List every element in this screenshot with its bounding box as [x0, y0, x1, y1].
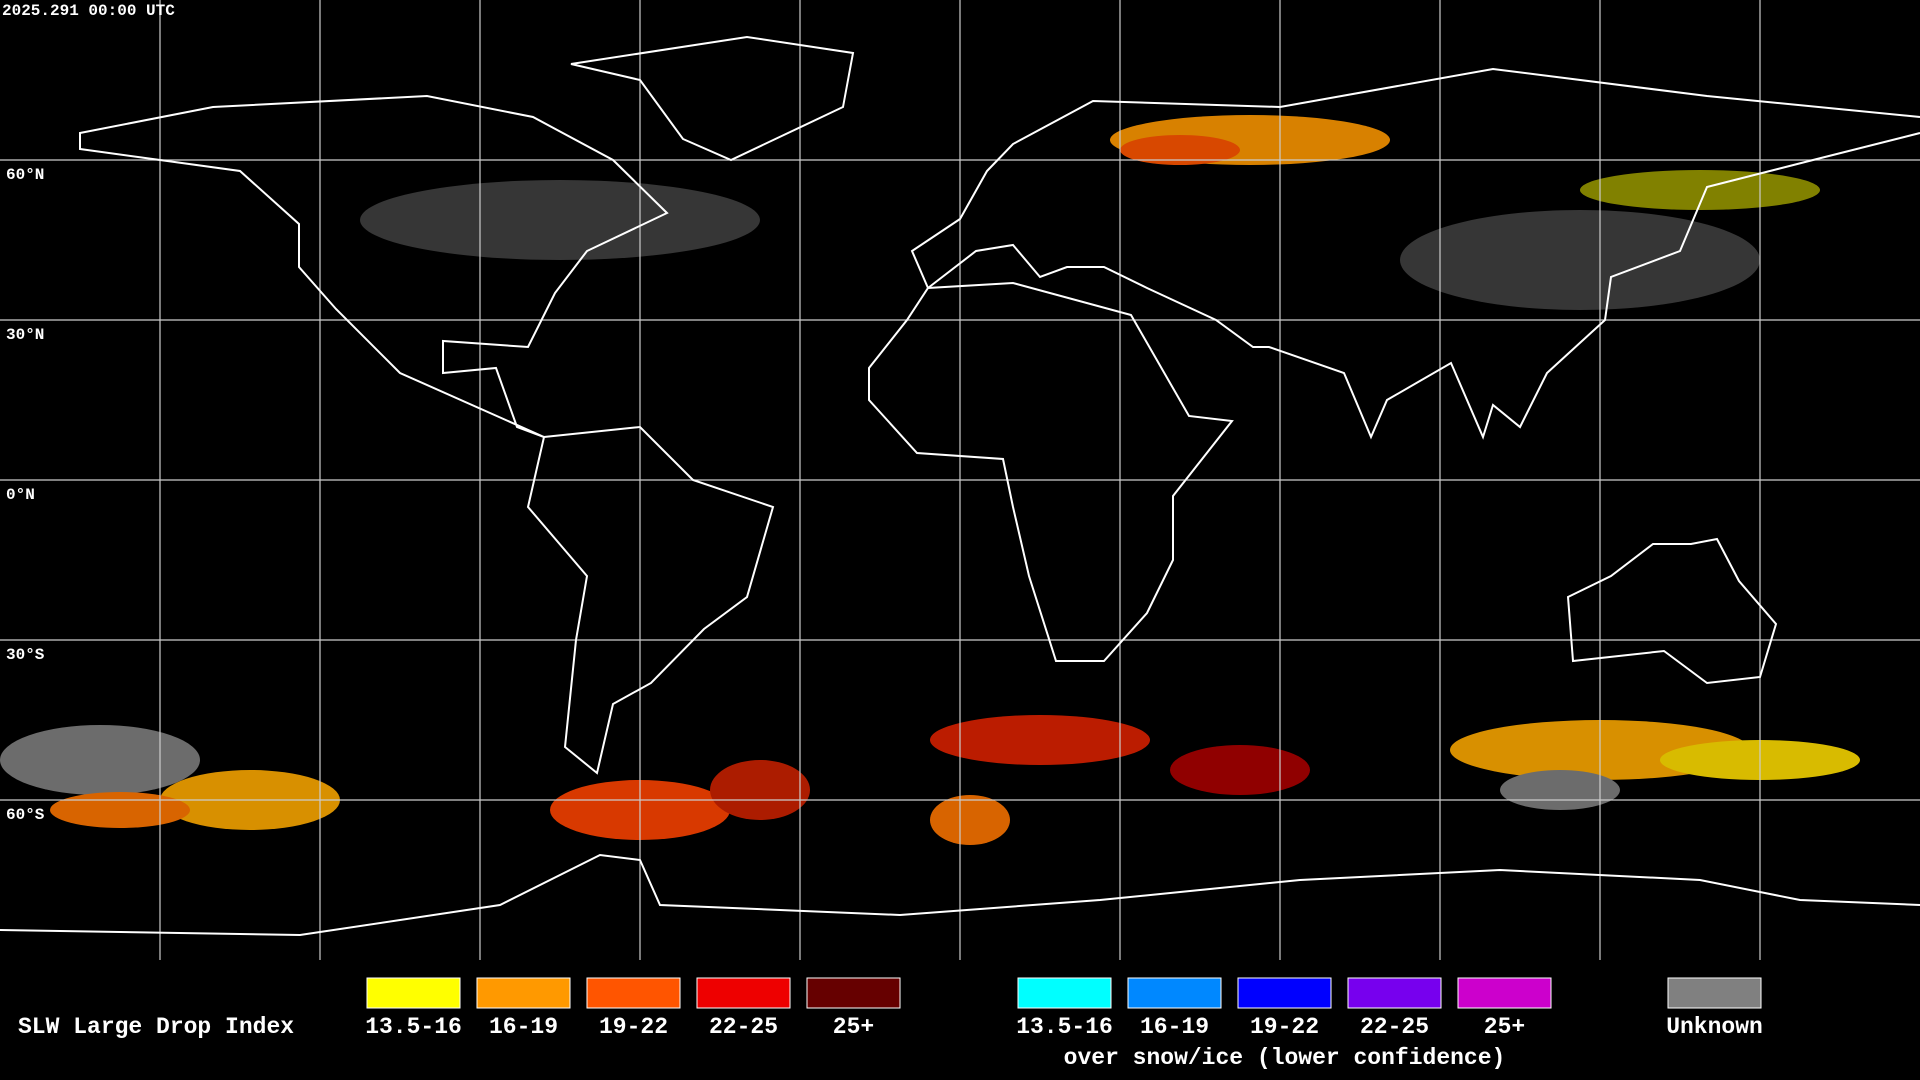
legend-swatch [586, 977, 681, 1009]
legend-swatch [1237, 977, 1332, 1009]
legend-caption: over snow/ice (lower confidence) [1064, 1045, 1506, 1071]
legend-swatch [1017, 977, 1112, 1009]
latitude-label: 30°N [6, 326, 44, 344]
legend-title: SLW Large Drop Index [18, 1014, 294, 1040]
legend-swatch [1667, 977, 1762, 1009]
legend-label: 13.5-16 [365, 1014, 462, 1040]
legend-panel [0, 960, 1920, 1080]
legend-label: 22-25 [1360, 1014, 1429, 1040]
legend-swatch [1347, 977, 1442, 1009]
legend-label: 16-19 [489, 1014, 558, 1040]
graticule [0, 0, 1920, 960]
legend-swatch [1127, 977, 1222, 1009]
legend-label: 16-19 [1140, 1014, 1209, 1040]
legend-label: 25+ [1484, 1014, 1525, 1040]
latitude-label: 60°N [6, 166, 44, 184]
legend-label: 13.5-16 [1016, 1014, 1113, 1040]
legend-label: 22-25 [709, 1014, 778, 1040]
legend-label: Unknown [1666, 1014, 1763, 1040]
latitude-label: 30°S [6, 646, 45, 664]
legend-label: 19-22 [599, 1014, 668, 1040]
latitude-label: 0°N [6, 486, 35, 504]
legend-label: 19-22 [1250, 1014, 1319, 1040]
legend-swatch [366, 977, 461, 1009]
legend-swatch [476, 977, 571, 1009]
legend-label: 25+ [833, 1014, 874, 1040]
latitude-label: 60°S [6, 806, 45, 824]
coastlines [0, 35, 1920, 937]
legend-swatch [1457, 977, 1552, 1009]
timestamp: 2025.291 00:00 UTC [2, 2, 175, 20]
legend-swatch [696, 977, 791, 1009]
legend-swatch [806, 977, 901, 1009]
